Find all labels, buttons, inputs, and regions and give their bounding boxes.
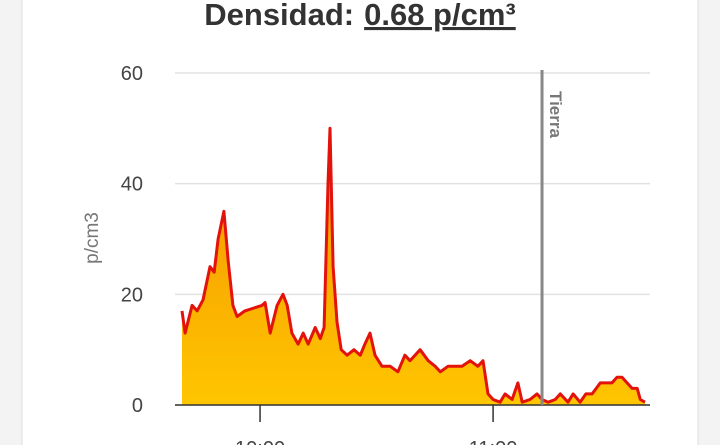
y-axis-label: p/cm3 — [82, 212, 103, 264]
x-tick-label: 11:00 — [469, 438, 518, 445]
chart-title: Densidad: 0.68 p/cm³ — [204, 0, 515, 32]
y-tick-label: 40 — [121, 174, 143, 196]
y-tick-label: 60 — [121, 63, 143, 85]
line — [180, 126, 646, 404]
annotation-label: Tierra — [546, 91, 565, 138]
title-label: Densidad: — [204, 0, 354, 32]
x-tick-label: 10:00 — [235, 438, 285, 445]
area — [182, 128, 645, 406]
title-value: 0.68 p/cm³ — [364, 0, 516, 32]
y-tick-label: 0 — [132, 395, 143, 417]
y-tick-label: 20 — [121, 284, 143, 306]
